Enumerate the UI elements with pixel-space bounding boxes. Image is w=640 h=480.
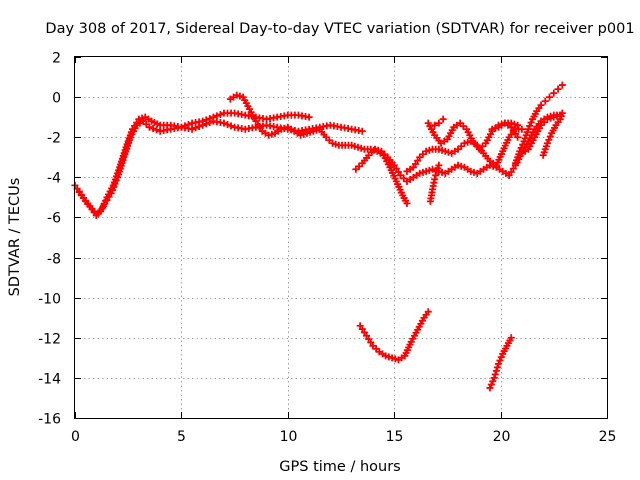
data-point [435, 119, 443, 127]
y-tick-label: -16 [38, 412, 61, 428]
data-marker [527, 119, 535, 127]
data-point [518, 125, 526, 133]
data-marker [149, 125, 157, 133]
data-marker [491, 370, 499, 378]
axis-ticks [75, 57, 608, 419]
series-track-8 [431, 115, 447, 129]
data-marker [526, 122, 534, 130]
data-point [537, 101, 545, 109]
y-tick-label: -14 [38, 372, 61, 388]
x-tick-label: 20 [493, 429, 511, 445]
data-point [558, 109, 566, 117]
x-tick-label: 5 [177, 429, 186, 445]
data-marker [432, 171, 440, 179]
data-point [92, 211, 100, 219]
series-track-10 [511, 81, 566, 167]
series-track-5 [403, 125, 526, 175]
y-axis-label: SDTVAR / TECUs [7, 178, 23, 297]
x-tick-label: 10 [280, 429, 298, 445]
y-tick-label: 0 [52, 91, 61, 107]
data-marker [492, 367, 500, 375]
plot-frame [74, 56, 608, 419]
data-point [145, 123, 153, 131]
data-marker [487, 381, 495, 389]
data-marker [216, 110, 224, 118]
data-point [558, 81, 566, 89]
data-point [554, 85, 562, 93]
data-point [188, 125, 196, 133]
data-point [220, 119, 228, 127]
series-track-3 [226, 91, 411, 207]
data-point [546, 93, 554, 101]
data-point [358, 127, 366, 135]
data-point [486, 384, 494, 392]
data-point [514, 133, 522, 141]
data-point [424, 308, 432, 316]
data-marker [519, 141, 527, 149]
y-tick-label: -8 [47, 252, 61, 268]
y-tick-label: -2 [47, 131, 61, 147]
y-tick-label: -10 [38, 292, 61, 308]
y-tick-label: -12 [38, 332, 61, 348]
data-marker [206, 119, 214, 127]
data-point [524, 125, 532, 133]
data-points [71, 81, 566, 392]
x-tick-label: 15 [386, 429, 404, 445]
data-point [490, 374, 498, 382]
data-point [543, 139, 551, 147]
data-point [403, 199, 411, 207]
data-marker [546, 133, 554, 141]
series-track-9 [488, 119, 522, 133]
data-marker [153, 126, 161, 134]
data-point [514, 121, 522, 129]
data-marker [195, 123, 203, 131]
data-marker [213, 112, 221, 120]
y-tick-label: -6 [47, 211, 61, 227]
data-marker [489, 377, 497, 385]
data-marker [496, 357, 504, 365]
x-tick-label: 25 [599, 429, 617, 445]
series-track-13 [356, 308, 432, 364]
data-point [507, 334, 515, 342]
data-marker [224, 121, 232, 129]
data-point [431, 175, 439, 183]
data-point [199, 121, 207, 129]
data-point [431, 121, 439, 129]
data-marker [202, 120, 210, 128]
data-point [439, 115, 447, 123]
y-tick-label: -4 [47, 171, 61, 187]
data-point [494, 360, 502, 368]
series-track-12 [539, 109, 566, 159]
chart-title: Day 308 of 2017, Sidereal Day-to-day VTE… [45, 21, 634, 37]
data-point [550, 89, 558, 97]
data-marker [227, 122, 235, 130]
x-axis-label: GPS time / hours [279, 459, 400, 475]
grid [75, 57, 607, 418]
data-point [541, 97, 549, 105]
y-tick-label: 2 [52, 51, 61, 67]
series-track-7 [426, 161, 443, 205]
data-marker [192, 124, 200, 132]
series-track-2 [75, 117, 366, 219]
x-tick-label: 0 [71, 429, 80, 445]
series-track-14 [486, 334, 515, 392]
data-marker [493, 363, 501, 371]
data-point [305, 113, 313, 121]
data-point [435, 161, 443, 169]
data-marker [497, 353, 505, 361]
data-marker [545, 136, 553, 144]
